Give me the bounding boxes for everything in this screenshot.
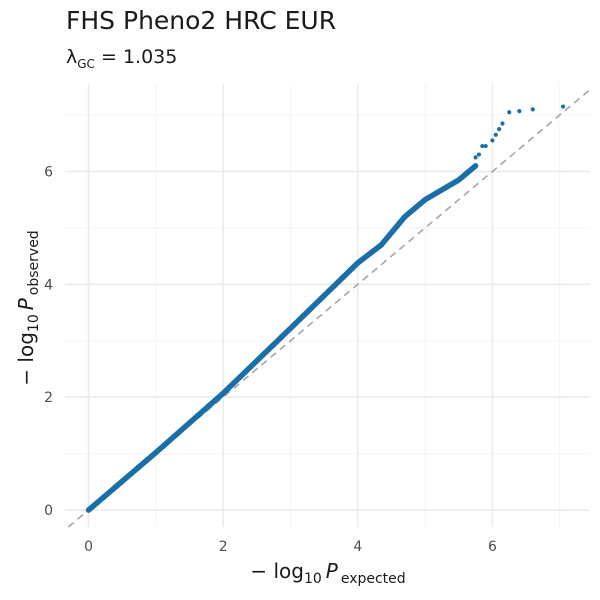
y-axis-label: − log10 Pobserved	[14, 230, 42, 385]
x-axis-label-prefix: − log	[250, 559, 304, 583]
data-point	[472, 163, 479, 169]
data-points	[85, 104, 566, 513]
x-tick-label: 4	[353, 539, 362, 555]
data-point	[480, 143, 485, 149]
y-tick-label: 2	[44, 390, 53, 406]
lambda-value: 1.035	[122, 46, 178, 68]
x-axis-label-subscript: expected	[341, 571, 406, 587]
y-axis-label-subscript: observed	[26, 230, 42, 295]
data-point	[500, 121, 505, 126]
lambda-symbol: λ	[66, 46, 78, 68]
chart-subtitle: λGC = 1.035	[66, 46, 177, 71]
x-tick-label: 6	[488, 539, 497, 555]
y-tick-label: 4	[44, 277, 53, 293]
y-tick-label: 0	[44, 503, 53, 519]
data-point	[530, 107, 535, 112]
data-point	[483, 143, 488, 149]
lambda-equals: =	[94, 46, 123, 68]
data-point	[473, 155, 478, 160]
chart-title: FHS Pheno2 HRC EUR	[66, 6, 337, 35]
data-point	[497, 127, 502, 132]
y-tick-label: 6	[44, 164, 53, 180]
y-tick-labels: 0 2 4 6	[44, 164, 53, 519]
data-point	[560, 104, 566, 109]
data-point	[476, 152, 482, 157]
x-tick-labels: 0 2 4 6	[84, 539, 497, 555]
x-tick-label: 2	[219, 539, 228, 555]
x-axis-label-base: 10	[304, 571, 322, 587]
y-axis-label-var: P	[14, 297, 38, 310]
data-point	[490, 138, 495, 143]
data-point	[493, 132, 498, 137]
data-point	[507, 110, 512, 115]
y-axis-label-prefix: − log	[14, 332, 38, 386]
y-axis-label-base: 10	[26, 314, 42, 332]
x-tick-label: 0	[84, 539, 93, 555]
lambda-subscript: GC	[77, 56, 95, 71]
data-point	[517, 108, 522, 114]
x-axis-label-var: P	[326, 559, 339, 583]
